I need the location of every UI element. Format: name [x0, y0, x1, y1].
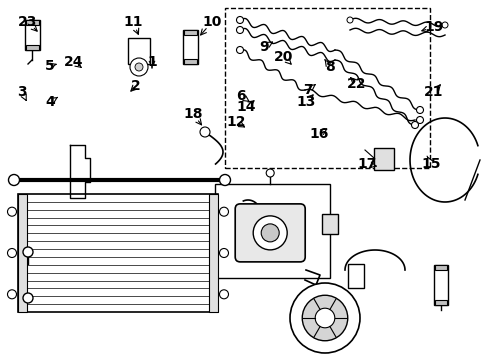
Text: 24: 24 — [64, 55, 84, 69]
Bar — [215, 184, 330, 278]
Bar — [26, 20, 39, 25]
Bar — [18, 194, 27, 312]
Circle shape — [237, 27, 244, 33]
Text: 19: 19 — [424, 20, 443, 34]
Circle shape — [442, 22, 448, 28]
Circle shape — [23, 247, 33, 257]
Text: 11: 11 — [123, 15, 143, 29]
Bar — [18, 194, 218, 312]
Bar — [435, 300, 447, 305]
Text: 13: 13 — [296, 95, 316, 109]
Circle shape — [7, 248, 17, 257]
Circle shape — [200, 127, 210, 137]
Bar — [209, 194, 218, 312]
Bar — [184, 59, 197, 64]
Bar — [322, 214, 338, 234]
Circle shape — [315, 308, 335, 328]
Text: 12: 12 — [226, 115, 246, 129]
Text: 4: 4 — [45, 95, 55, 109]
Circle shape — [220, 248, 228, 257]
Text: 22: 22 — [347, 77, 367, 91]
Text: 17: 17 — [357, 157, 377, 171]
Circle shape — [237, 17, 244, 23]
Text: 6: 6 — [236, 89, 246, 103]
Circle shape — [302, 295, 348, 341]
Text: 1: 1 — [147, 55, 157, 69]
Bar — [128, 38, 150, 64]
Circle shape — [23, 293, 33, 303]
Text: 15: 15 — [421, 157, 441, 171]
Bar — [434, 265, 448, 305]
Circle shape — [7, 207, 17, 216]
Bar — [348, 264, 364, 288]
Bar — [25, 20, 40, 50]
Text: 3: 3 — [17, 85, 27, 99]
Circle shape — [220, 207, 228, 216]
Circle shape — [220, 290, 228, 299]
Text: 10: 10 — [202, 15, 221, 29]
Circle shape — [220, 175, 230, 185]
Circle shape — [253, 216, 287, 250]
Circle shape — [8, 175, 20, 185]
Circle shape — [266, 169, 274, 177]
Text: 18: 18 — [183, 107, 203, 121]
Text: 23: 23 — [18, 15, 38, 29]
Circle shape — [237, 46, 244, 54]
Circle shape — [7, 290, 17, 299]
Text: 2: 2 — [131, 79, 141, 93]
Circle shape — [412, 122, 418, 129]
Bar — [435, 265, 447, 270]
Circle shape — [130, 58, 148, 76]
Circle shape — [416, 107, 423, 113]
Bar — [225, 8, 430, 168]
Text: 16: 16 — [309, 127, 329, 141]
Text: 8: 8 — [325, 60, 335, 74]
Bar — [374, 148, 394, 170]
Circle shape — [135, 63, 143, 71]
Circle shape — [347, 17, 353, 23]
Text: 7: 7 — [303, 83, 313, 97]
Circle shape — [416, 117, 423, 123]
Circle shape — [261, 224, 279, 242]
Text: 14: 14 — [236, 100, 256, 114]
Circle shape — [290, 283, 360, 353]
Text: 9: 9 — [259, 40, 269, 54]
Bar — [26, 45, 39, 50]
Text: 21: 21 — [424, 85, 444, 99]
Bar — [183, 30, 198, 64]
Bar — [184, 30, 197, 35]
FancyBboxPatch shape — [235, 204, 305, 262]
Text: 20: 20 — [274, 50, 294, 64]
Text: 5: 5 — [45, 59, 55, 73]
